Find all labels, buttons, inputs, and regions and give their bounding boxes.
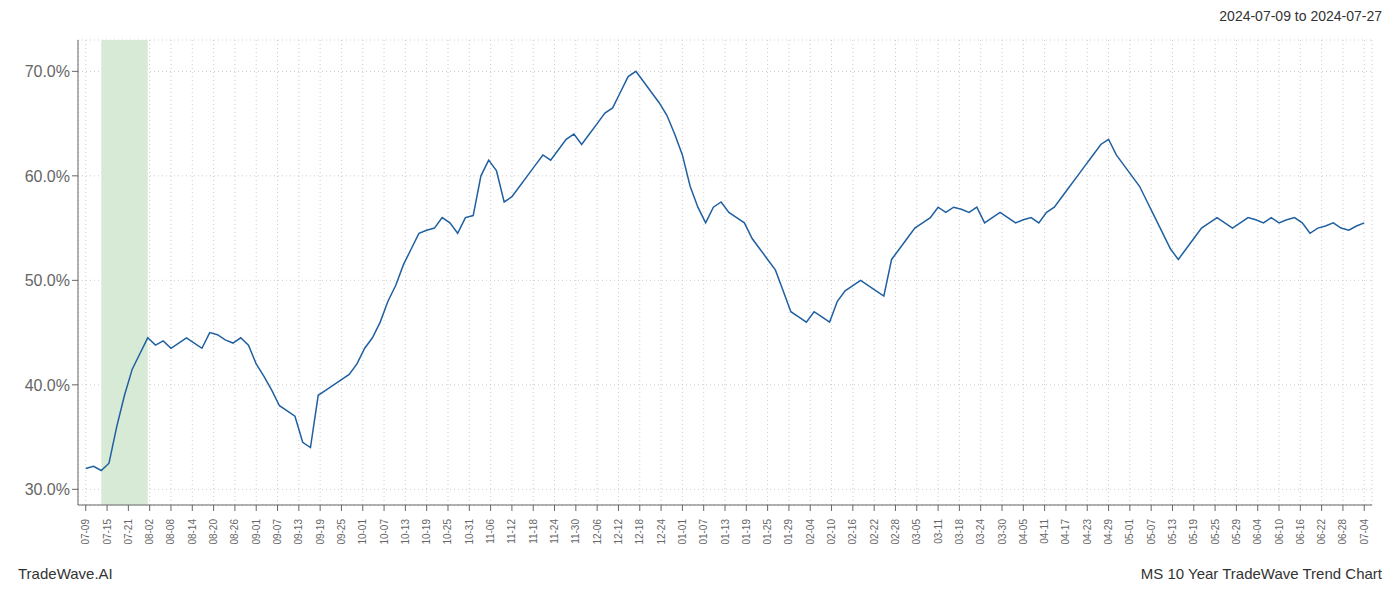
svg-text:05-29: 05-29 [1231, 519, 1242, 545]
svg-text:01-29: 01-29 [783, 519, 794, 545]
svg-text:70.0%: 70.0% [25, 63, 70, 80]
svg-text:02-22: 02-22 [869, 519, 880, 545]
svg-text:01-13: 01-13 [720, 519, 731, 545]
svg-text:07-21: 07-21 [123, 519, 134, 545]
svg-text:12-18: 12-18 [634, 519, 645, 545]
html-text:TradeWave.AI: TradeWave.AI [18, 564, 113, 582]
svg-text:30.0%: 30.0% [25, 481, 70, 498]
svg-text:08-14: 08-14 [187, 519, 198, 545]
svg-text:10-13: 10-13 [400, 519, 411, 545]
svg-text:11-12: 11-12 [506, 519, 517, 544]
svg-text:12-06: 12-06 [592, 519, 603, 545]
svg-text:11-06: 11-06 [485, 519, 496, 544]
svg-text:08-08: 08-08 [165, 519, 176, 545]
svg-text:01-07: 01-07 [698, 519, 709, 545]
svg-text:04-23: 04-23 [1082, 519, 1093, 545]
svg-text:04-11: 04-11 [1039, 519, 1050, 544]
svg-text:11-30: 11-30 [570, 519, 581, 544]
svg-text:04-29: 04-29 [1103, 519, 1114, 545]
svg-text:01-01: 01-01 [677, 519, 688, 545]
svg-text:03-11: 03-11 [933, 519, 944, 544]
svg-text:10-07: 10-07 [379, 519, 390, 545]
svg-text:60.0%: 60.0% [25, 168, 70, 185]
svg-text:04-17: 04-17 [1060, 519, 1071, 545]
svg-text:11-18: 11-18 [528, 519, 539, 544]
svg-text:08-26: 08-26 [229, 519, 240, 545]
svg-text:08-02: 08-02 [144, 519, 155, 545]
svg-text:03-24: 03-24 [975, 519, 986, 545]
svg-text:06-10: 06-10 [1274, 519, 1285, 545]
svg-text:02-16: 02-16 [847, 519, 858, 545]
svg-text:01-19: 01-19 [741, 519, 752, 545]
svg-text:06-16: 06-16 [1295, 519, 1306, 545]
svg-text:06-04: 06-04 [1252, 519, 1263, 545]
svg-text:06-22: 06-22 [1316, 519, 1327, 545]
svg-text:09-19: 09-19 [315, 519, 326, 545]
svg-text:06-28: 06-28 [1337, 519, 1348, 545]
svg-text:09-07: 09-07 [272, 519, 283, 545]
svg-text:02-04: 02-04 [805, 519, 816, 545]
svg-text:12-12: 12-12 [613, 519, 624, 545]
svg-text:10-01: 10-01 [357, 519, 368, 545]
svg-text:02-28: 02-28 [890, 519, 901, 545]
svg-text:50.0%: 50.0% [25, 272, 70, 289]
svg-text:09-25: 09-25 [336, 519, 347, 545]
svg-text:02-10: 02-10 [826, 519, 837, 545]
svg-text:10-31: 10-31 [464, 519, 475, 545]
html-text:2024-07-09 to 2024-07-27: 2024-07-09 to 2024-07-27 [1219, 8, 1382, 24]
svg-text:12-24: 12-24 [656, 519, 667, 545]
svg-text:03-05: 03-05 [911, 519, 922, 545]
svg-text:05-19: 05-19 [1188, 519, 1199, 545]
svg-text:04-05: 04-05 [1018, 519, 1029, 545]
svg-text:03-18: 03-18 [954, 519, 965, 545]
html-text:MS 10 Year TradeWave Trend Cha: MS 10 Year TradeWave Trend Chart [1140, 564, 1382, 582]
svg-text:11-24: 11-24 [549, 519, 560, 544]
svg-text:05-07: 05-07 [1146, 519, 1157, 545]
svg-text:05-25: 05-25 [1210, 519, 1221, 545]
svg-text:07-09: 07-09 [80, 519, 91, 545]
svg-text:05-01: 05-01 [1124, 519, 1135, 545]
svg-text:05-13: 05-13 [1167, 519, 1178, 545]
svg-text:10-19: 10-19 [421, 519, 432, 545]
svg-text:01-25: 01-25 [762, 519, 773, 545]
svg-text:07-04: 07-04 [1359, 519, 1370, 545]
svg-text:09-01: 09-01 [251, 519, 262, 545]
svg-text:40.0%: 40.0% [25, 377, 70, 394]
svg-text:10-25: 10-25 [442, 519, 453, 545]
svg-text:07-15: 07-15 [102, 519, 113, 545]
svg-text:08-20: 08-20 [208, 519, 219, 545]
svg-text:09-13: 09-13 [293, 519, 304, 545]
svg-text:03-30: 03-30 [997, 519, 1008, 545]
